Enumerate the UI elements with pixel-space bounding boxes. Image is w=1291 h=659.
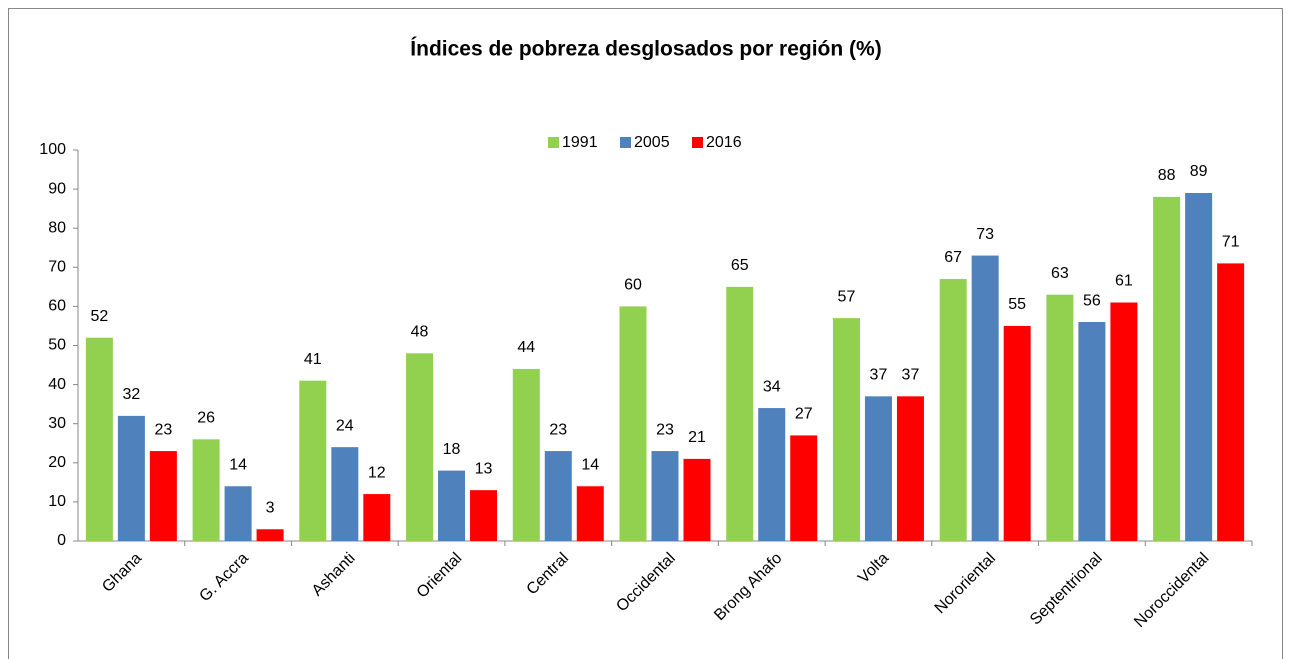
data-label: 73 bbox=[976, 226, 994, 243]
data-label: 3 bbox=[266, 499, 275, 516]
bar bbox=[619, 306, 647, 541]
data-label: 48 bbox=[411, 324, 429, 341]
bar bbox=[1110, 302, 1138, 541]
data-label: 23 bbox=[154, 421, 172, 438]
data-label: 52 bbox=[90, 308, 108, 325]
data-label: 32 bbox=[122, 386, 140, 403]
data-label: 14 bbox=[581, 456, 599, 473]
data-label: 23 bbox=[549, 421, 567, 438]
data-label: 27 bbox=[795, 406, 813, 423]
bar bbox=[438, 470, 466, 541]
data-label: 24 bbox=[336, 417, 354, 434]
bar bbox=[192, 439, 220, 541]
y-tick-label: 80 bbox=[48, 219, 66, 236]
bar bbox=[1003, 325, 1031, 541]
data-label: 88 bbox=[1158, 167, 1176, 184]
bar bbox=[363, 494, 391, 541]
bar bbox=[544, 451, 572, 541]
data-label: 26 bbox=[197, 410, 215, 427]
bar bbox=[331, 447, 359, 541]
bar bbox=[971, 255, 999, 541]
y-tick-label: 40 bbox=[48, 376, 66, 393]
bar bbox=[758, 408, 786, 541]
data-label: 23 bbox=[656, 421, 674, 438]
bar bbox=[832, 318, 860, 541]
bar bbox=[299, 380, 327, 541]
y-tick-label: 60 bbox=[48, 298, 66, 315]
y-tick-label: 20 bbox=[48, 454, 66, 471]
bar bbox=[1185, 193, 1213, 541]
data-label: 57 bbox=[838, 288, 856, 305]
legend-swatch bbox=[620, 137, 631, 148]
legend-label: 1991 bbox=[562, 134, 598, 151]
data-label: 37 bbox=[870, 367, 888, 384]
bar bbox=[85, 337, 113, 541]
data-label: 71 bbox=[1222, 234, 1240, 251]
y-tick-label: 0 bbox=[57, 532, 66, 549]
y-tick-label: 70 bbox=[48, 259, 66, 276]
data-label: 34 bbox=[763, 378, 781, 395]
chart-title: Índices de pobreza desglosados por regió… bbox=[410, 38, 881, 61]
data-label: 60 bbox=[624, 277, 642, 294]
bar bbox=[149, 451, 177, 541]
bar bbox=[651, 451, 679, 541]
bar bbox=[256, 529, 284, 541]
data-label: 18 bbox=[443, 441, 461, 458]
bar bbox=[1153, 196, 1181, 542]
bar bbox=[117, 415, 145, 541]
data-label: 41 bbox=[304, 351, 322, 368]
data-label: 44 bbox=[517, 339, 535, 356]
y-tick-label: 30 bbox=[48, 415, 66, 432]
data-label: 12 bbox=[368, 464, 386, 481]
bar bbox=[939, 279, 967, 541]
legend-label: 2016 bbox=[706, 134, 742, 151]
bar bbox=[864, 396, 892, 541]
data-label: 56 bbox=[1083, 292, 1101, 309]
legend-swatch bbox=[548, 137, 559, 148]
y-tick-label: 100 bbox=[39, 141, 66, 158]
bar bbox=[576, 486, 604, 541]
legend-swatch bbox=[692, 137, 703, 148]
y-tick-label: 90 bbox=[48, 180, 66, 197]
y-tick-label: 50 bbox=[48, 337, 66, 354]
bar bbox=[726, 286, 754, 541]
bar bbox=[1217, 263, 1245, 541]
bar bbox=[1046, 294, 1074, 541]
data-label: 67 bbox=[944, 249, 962, 266]
bar bbox=[512, 368, 540, 541]
data-label: 65 bbox=[731, 257, 749, 274]
data-label: 21 bbox=[688, 429, 706, 446]
legend-label: 2005 bbox=[634, 134, 670, 151]
bar bbox=[683, 458, 711, 541]
bar bbox=[790, 435, 818, 541]
data-label: 61 bbox=[1115, 273, 1133, 290]
bar bbox=[470, 490, 498, 541]
bar bbox=[1078, 322, 1106, 541]
data-label: 55 bbox=[1008, 296, 1026, 313]
bar bbox=[896, 396, 924, 541]
data-label: 13 bbox=[475, 460, 493, 477]
data-label: 37 bbox=[902, 367, 920, 384]
data-label: 14 bbox=[229, 456, 247, 473]
bar bbox=[406, 353, 434, 541]
data-label: 63 bbox=[1051, 265, 1069, 282]
data-label: 89 bbox=[1190, 163, 1208, 180]
bar bbox=[224, 486, 252, 541]
y-tick-label: 10 bbox=[48, 493, 66, 510]
